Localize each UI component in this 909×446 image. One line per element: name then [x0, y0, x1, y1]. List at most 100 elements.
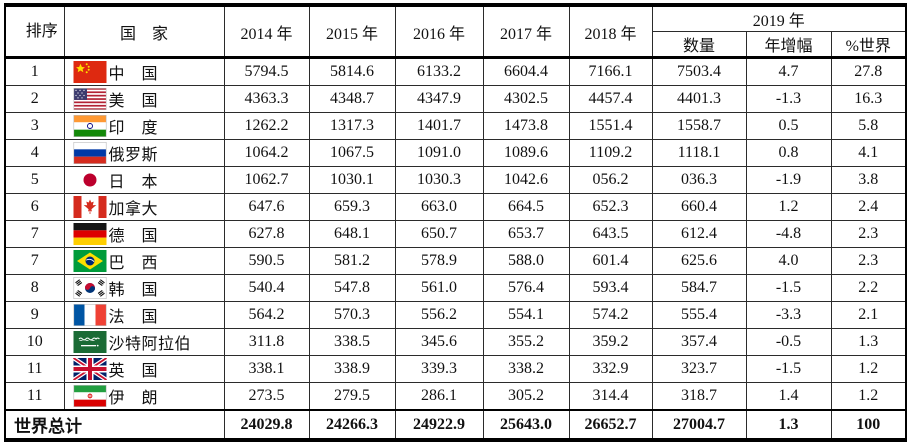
rank-cell: 11: [4, 355, 65, 383]
value-cell: 1067.5: [308, 139, 396, 167]
value-cell: 355.2: [482, 328, 570, 356]
value-cell: 660.4: [651, 193, 747, 221]
value-cell: 357.4: [651, 328, 747, 356]
value-cell: 338.2: [482, 355, 570, 383]
value-cell: -1.3: [745, 85, 832, 113]
value-cell: 314.4: [568, 382, 653, 411]
value-cell: 1064.2: [223, 139, 310, 167]
value-cell: 4401.3: [651, 85, 747, 113]
value-cell: 5.8: [830, 112, 907, 140]
value-cell: 1042.6: [482, 166, 570, 194]
value-cell: 1118.1: [651, 139, 747, 167]
value-cell: 2.4: [830, 193, 907, 221]
china-flag-icon: [73, 61, 107, 83]
value-cell: 345.6: [394, 328, 484, 356]
rank-cell: 6: [4, 193, 65, 221]
value-cell: 036.3: [651, 166, 747, 194]
country-name: 俄罗斯: [108, 147, 159, 164]
country-cell: 印 度: [63, 112, 225, 140]
rank-cell: 4: [4, 139, 65, 167]
iran-flag-icon: [73, 385, 107, 407]
country-cell: 美 国: [63, 85, 225, 113]
table-body: 1 中 国 5794.5 5814.6 6133.2 6604.4 7166.1 7503.4…: [4, 57, 907, 411]
country-name: 英 国: [108, 363, 159, 380]
table-row: 10 沙特阿拉伯 311.8 338.5 345.6 355.2 359.2 357.4 -0.…: [4, 328, 907, 356]
table-row: 8 韩 国 540.4 547.8 561.0 576.4 593.4 584.7 -1.5 2.…: [4, 274, 907, 302]
value-cell: 578.9: [394, 247, 484, 275]
table-row: 2 美 国 4363.3 4348.7 4347.9 4302.5 4457.4 4401.3…: [4, 85, 907, 113]
value-cell: 332.9: [568, 355, 653, 383]
table-row: 9 法 国 564.2 570.3 556.2 554.1 574.2 555.4 -3.3 2.…: [4, 301, 907, 329]
value-cell: 1.2: [830, 382, 907, 411]
country-cell: 俄罗斯: [63, 139, 225, 167]
table-footer: 世界总计 24029.8 24266.3 24922.9 25643.0 266…: [4, 409, 907, 441]
brazil-flag-icon: [73, 250, 107, 272]
country-cell: 伊 朗: [63, 382, 225, 411]
value-cell: 652.3: [568, 193, 653, 221]
value-cell: -4.8: [745, 220, 832, 248]
value-cell: 1.2: [745, 193, 832, 221]
total-value-2016: 24922.9: [394, 409, 484, 441]
rank-cell: 8: [4, 274, 65, 302]
value-cell: 627.8: [223, 220, 310, 248]
value-cell: 056.2: [568, 166, 653, 194]
total-value-2014: 24029.8: [223, 409, 310, 441]
rank-cell: 5: [4, 166, 65, 194]
value-cell: 659.3: [308, 193, 396, 221]
table-header: 排序 国 家 2014 年 2015 年 2016 年 2017 年 2018 …: [4, 4, 907, 58]
value-cell: 1473.8: [482, 112, 570, 140]
table-row: 11 伊 朗 273.5 279.5 286.1 305.2 314.4 318.7 1.4 1.…: [4, 382, 907, 411]
table-row: 6 加拿大 647.6 659.3 663.0 664.5 652.3 660.4 1.2 2.4: [4, 193, 907, 221]
value-cell: 1262.2: [223, 112, 310, 140]
value-cell: 650.7: [394, 220, 484, 248]
country-name: 伊 朗: [108, 390, 159, 407]
value-cell: 305.2: [482, 382, 570, 411]
country-cell: 英 国: [63, 355, 225, 383]
value-cell: 318.7: [651, 382, 747, 411]
value-cell: 6604.4: [482, 57, 570, 86]
value-cell: 0.8: [745, 139, 832, 167]
rank-cell: 1: [4, 57, 65, 86]
value-cell: 2.3: [830, 247, 907, 275]
value-cell: 588.0: [482, 247, 570, 275]
india-flag-icon: [73, 115, 107, 137]
table-row: 4 俄罗斯 1064.2 1067.5 1091.0 1089.6 1109.2 1118.1…: [4, 139, 907, 167]
value-cell: 653.7: [482, 220, 570, 248]
value-cell: 4302.5: [482, 85, 570, 113]
value-cell: 4.1: [830, 139, 907, 167]
table-row: 7 巴 西 590.5 581.2 578.9 588.0 601.4 625.6 4.0 2.3: [4, 247, 907, 275]
value-cell: 1558.7: [651, 112, 747, 140]
total-value-2018: 26652.7: [568, 409, 653, 441]
value-cell: 625.6: [651, 247, 747, 275]
rank-cell: 2: [4, 85, 65, 113]
value-cell: 0.5: [745, 112, 832, 140]
value-cell: 323.7: [651, 355, 747, 383]
value-cell: 581.2: [308, 247, 396, 275]
usa-flag-icon: [73, 88, 107, 110]
total-value-2017: 25643.0: [482, 409, 570, 441]
value-cell: 339.3: [394, 355, 484, 383]
rank-cell: 7: [4, 220, 65, 248]
country-cell: 沙特阿拉伯: [63, 328, 225, 356]
total-value-2019-growth: 1.3: [745, 409, 832, 441]
country-name: 德 国: [108, 228, 159, 245]
korea-flag-icon: [73, 277, 107, 299]
rank-cell: 3: [4, 112, 65, 140]
value-cell: 584.7: [651, 274, 747, 302]
country-cell: 加拿大: [63, 193, 225, 221]
value-cell: 1551.4: [568, 112, 653, 140]
country-cell: 法 国: [63, 301, 225, 329]
value-cell: 556.2: [394, 301, 484, 329]
value-cell: 4347.9: [394, 85, 484, 113]
value-cell: 570.3: [308, 301, 396, 329]
value-cell: 4348.7: [308, 85, 396, 113]
table-row: 1 中 国 5794.5 5814.6 6133.2 6604.4 7166.1 7503.4…: [4, 57, 907, 86]
header-2019-quantity: 数量: [651, 31, 747, 58]
value-cell: 3.8: [830, 166, 907, 194]
value-cell: 663.0: [394, 193, 484, 221]
value-cell: 16.3: [830, 85, 907, 113]
header-year-2016: 2016 年: [394, 4, 484, 58]
canada-flag-icon: [73, 196, 107, 218]
value-cell: 540.4: [223, 274, 310, 302]
value-cell: 561.0: [394, 274, 484, 302]
